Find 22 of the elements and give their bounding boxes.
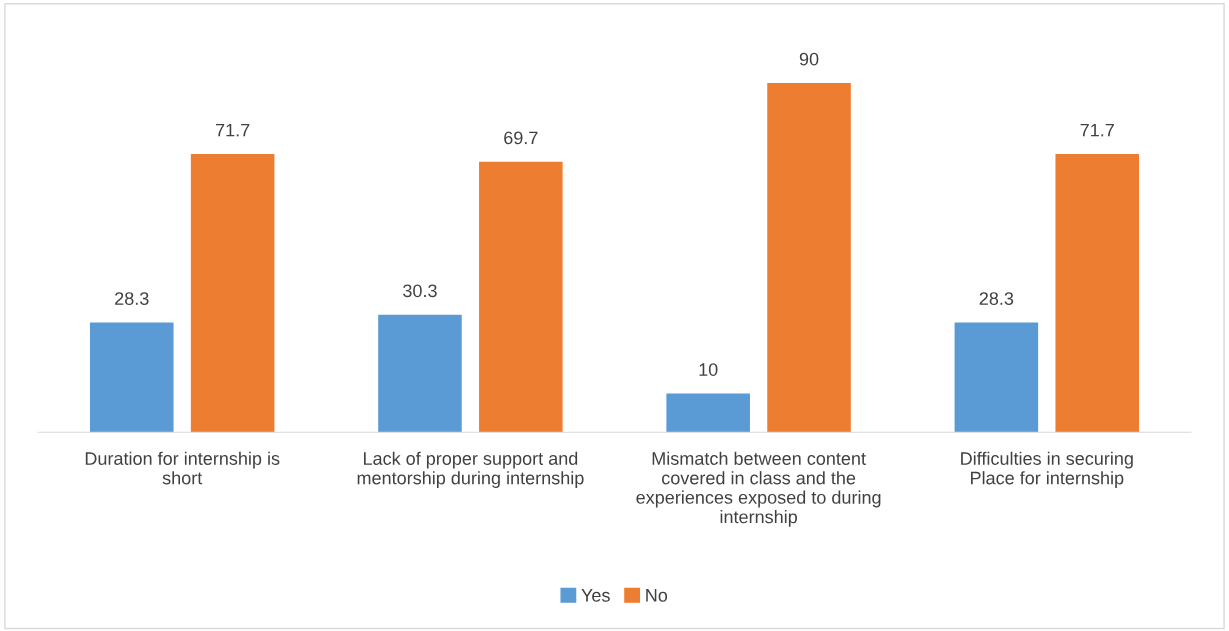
legend-label: No — [646, 589, 668, 602]
bar — [479, 161, 563, 433]
x-tick-label: Difficulties in securing Place for internship — [961, 451, 1133, 488]
data-label: 69.7 — [504, 131, 538, 145]
bar — [89, 322, 174, 433]
x-tick-label: Mismatch between content covered in class and the experiences exposed to during internship — [636, 451, 881, 527]
legend-label: Yes — [581, 589, 610, 602]
data-label: 71.7 — [215, 123, 250, 137]
bar — [954, 322, 1039, 433]
x-tick-label: Lack of proper support and mentorship during internship — [357, 451, 584, 488]
bar — [190, 153, 275, 433]
bar — [378, 314, 462, 433]
bar — [767, 82, 851, 433]
x-tick-label: Duration for internship is short — [85, 451, 280, 485]
data-label: 10 — [699, 363, 718, 376]
data-label: 90 — [799, 52, 819, 66]
bar — [666, 393, 750, 433]
data-label: 28.3 — [115, 292, 149, 305]
bar — [1055, 153, 1140, 433]
data-label: 28.3 — [979, 292, 1014, 305]
data-label: 30.3 — [403, 284, 437, 298]
data-label: 71.7 — [1080, 123, 1114, 137]
